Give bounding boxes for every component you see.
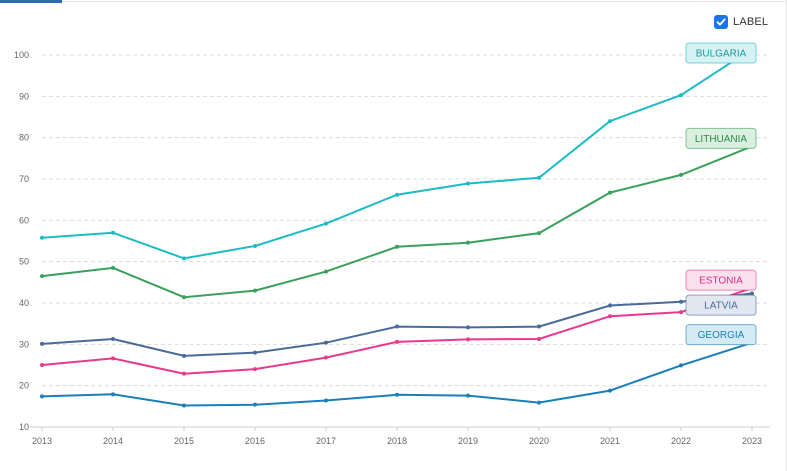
series-line-bulgaria bbox=[41, 47, 753, 260]
data-point-latvia bbox=[395, 324, 399, 329]
series-tag-label-estonia: ESTONIA bbox=[699, 276, 743, 287]
data-point-bulgaria bbox=[537, 175, 541, 180]
series-line-estonia bbox=[41, 287, 753, 375]
y-tick-label: 60 bbox=[19, 215, 29, 225]
data-point-bulgaria bbox=[679, 93, 683, 98]
data-point-lithuania bbox=[608, 190, 612, 195]
x-tick-label: 2015 bbox=[174, 436, 194, 446]
data-point-bulgaria bbox=[111, 230, 115, 235]
data-point-latvia bbox=[40, 341, 44, 346]
data-point-georgia bbox=[111, 392, 115, 397]
x-tick-label: 2017 bbox=[316, 436, 336, 446]
data-point-bulgaria bbox=[253, 243, 257, 248]
data-point-bulgaria bbox=[395, 192, 399, 197]
data-point-estonia bbox=[40, 363, 44, 367]
data-point-latvia bbox=[537, 324, 541, 329]
data-point-bulgaria bbox=[40, 235, 44, 240]
data-point-estonia bbox=[395, 339, 399, 344]
series-tag-label-latvia: LATVIA bbox=[704, 301, 738, 312]
data-point-latvia bbox=[182, 353, 186, 358]
data-point-georgia bbox=[466, 393, 470, 398]
series-tag-lithuania bbox=[685, 127, 757, 149]
data-point-lithuania bbox=[324, 269, 328, 274]
top-divider bbox=[62, 1, 787, 2]
data-point-estonia bbox=[679, 310, 683, 315]
data-point-lithuania bbox=[253, 288, 257, 293]
data-point-estonia bbox=[466, 337, 470, 342]
x-tick-label: 2018 bbox=[387, 436, 407, 446]
data-point-georgia bbox=[679, 363, 683, 368]
label-checkbox[interactable] bbox=[714, 15, 728, 29]
series-tag-label-lithuania: LITHUANIA bbox=[695, 134, 748, 145]
data-point-lithuania bbox=[466, 240, 470, 245]
x-tick-label: 2021 bbox=[600, 436, 620, 446]
y-tick-label: 70 bbox=[19, 174, 29, 184]
data-point-estonia bbox=[111, 356, 115, 361]
data-point-latvia bbox=[679, 299, 683, 304]
data-point-georgia bbox=[40, 394, 44, 399]
data-point-latvia bbox=[466, 325, 470, 330]
y-tick-label: 10 bbox=[19, 422, 29, 432]
data-point-bulgaria bbox=[608, 119, 612, 124]
data-point-lithuania bbox=[40, 274, 44, 279]
series-tag-georgia bbox=[685, 324, 757, 346]
data-point-bulgaria bbox=[324, 221, 328, 226]
y-tick-label: 40 bbox=[19, 298, 29, 308]
data-point-lithuania bbox=[395, 244, 399, 249]
label-toggle[interactable]: LABEL bbox=[714, 15, 768, 29]
series-tag-latvia bbox=[685, 294, 757, 316]
data-point-bulgaria bbox=[466, 181, 470, 186]
label-toggle-text: LABEL bbox=[733, 16, 769, 28]
data-point-latvia bbox=[253, 350, 257, 355]
data-point-lithuania bbox=[679, 172, 683, 177]
data-point-lithuania bbox=[537, 231, 541, 236]
y-tick-label: 90 bbox=[19, 91, 29, 101]
data-point-georgia bbox=[182, 403, 186, 408]
top-accent-bar bbox=[0, 0, 62, 3]
series-tag-estonia bbox=[685, 269, 757, 291]
data-point-latvia bbox=[608, 303, 612, 308]
data-point-georgia bbox=[608, 388, 612, 393]
check-icon bbox=[716, 18, 726, 26]
y-tick-label: 30 bbox=[19, 339, 29, 349]
data-point-estonia bbox=[253, 367, 257, 372]
data-point-latvia bbox=[111, 336, 115, 341]
data-point-latvia bbox=[324, 340, 328, 345]
data-point-georgia bbox=[395, 392, 399, 397]
x-tick-label: 2022 bbox=[671, 436, 691, 446]
y-tick-label: 100 bbox=[14, 50, 29, 60]
y-tick-label: 20 bbox=[19, 381, 29, 391]
data-point-georgia bbox=[253, 402, 257, 407]
data-point-georgia bbox=[324, 398, 328, 403]
data-point-lithuania bbox=[111, 265, 115, 270]
series-tag-bulgaria bbox=[685, 42, 757, 64]
data-point-estonia bbox=[608, 314, 612, 319]
x-tick-label: 2014 bbox=[103, 436, 123, 446]
series-tag-label-georgia: GEORGIA bbox=[698, 330, 745, 341]
series-line-lithuania bbox=[41, 145, 753, 299]
data-point-lithuania bbox=[182, 295, 186, 300]
data-point-estonia bbox=[324, 355, 328, 360]
data-point-georgia bbox=[537, 400, 541, 405]
x-tick-label: 2023 bbox=[742, 436, 762, 446]
y-tick-label: 50 bbox=[19, 257, 29, 267]
y-tick-label: 80 bbox=[19, 133, 29, 143]
x-tick-label: 2013 bbox=[32, 436, 52, 446]
x-tick-label: 2016 bbox=[245, 436, 265, 446]
data-point-bulgaria bbox=[182, 256, 186, 261]
data-point-estonia bbox=[537, 336, 541, 341]
data-point-latvia bbox=[750, 291, 754, 296]
x-tick-label: 2020 bbox=[529, 436, 549, 446]
series-tag-label-bulgaria: BULGARIA bbox=[696, 49, 747, 60]
x-tick-label: 2019 bbox=[458, 436, 478, 446]
data-point-estonia bbox=[182, 371, 186, 376]
